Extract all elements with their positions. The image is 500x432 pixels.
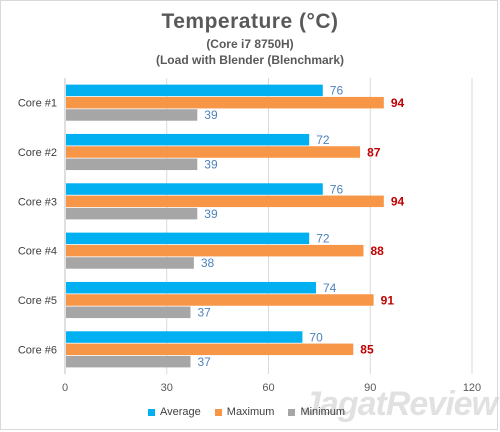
- legend-swatch: [148, 408, 155, 416]
- bar-minimum: [66, 306, 191, 319]
- bar-minimum: [66, 257, 194, 269]
- bar-minimum: [66, 158, 198, 171]
- bar-maximum: [66, 244, 364, 257]
- bar-maximum: [66, 195, 384, 208]
- bar-average: [66, 232, 310, 245]
- category-label: Core #2: [18, 147, 57, 159]
- bar-average: [66, 133, 310, 146]
- legend-item-average: Average: [148, 406, 201, 418]
- data-label: 85: [360, 343, 374, 357]
- chart-subtitle-cpu: (Core i7 8750H): [206, 37, 294, 51]
- chart-subtitle-load: (Load with Blender (Blenchmark): [155, 53, 345, 67]
- data-label: 94: [391, 96, 405, 110]
- x-tick-label: 30: [161, 382, 173, 394]
- data-label: 38: [201, 256, 215, 270]
- bar-maximum: [66, 146, 361, 158]
- legend: Average Maximum Minimum: [148, 406, 345, 418]
- data-label: 94: [391, 195, 405, 209]
- data-label: 76: [330, 182, 344, 196]
- category-label: Core #4: [18, 246, 57, 258]
- data-label: 72: [316, 232, 330, 246]
- data-label: 39: [204, 158, 218, 172]
- chart-title: Temperature (°C): [161, 10, 339, 33]
- legend-swatch: [214, 408, 222, 416]
- data-label: 88: [370, 244, 384, 258]
- legend-label: Minimum: [300, 406, 346, 418]
- bar-average: [66, 84, 323, 97]
- bar-average: [66, 281, 316, 294]
- x-tick-label: 60: [262, 382, 274, 394]
- data-label: 72: [316, 133, 330, 147]
- bar-minimum: [66, 207, 198, 220]
- data-label: 76: [330, 84, 344, 98]
- watermark-logo: JagatReview: [302, 385, 498, 423]
- x-tick-label: 0: [62, 382, 68, 394]
- data-label: 87: [367, 145, 381, 159]
- bar-maximum: [66, 96, 384, 109]
- legend-label: Maximum: [226, 406, 275, 418]
- data-label: 39: [204, 207, 218, 221]
- data-label: 91: [381, 293, 395, 307]
- x-tick-label: 120: [463, 382, 481, 394]
- bar-minimum: [66, 109, 198, 121]
- bar-maximum: [66, 343, 354, 356]
- legend-item-minimum: Minimum: [288, 406, 345, 418]
- data-label: 37: [197, 306, 211, 320]
- category-label: Core #1: [18, 98, 57, 110]
- bar-average: [66, 331, 303, 343]
- bar-minimum: [66, 355, 191, 368]
- x-tick-label: 90: [364, 382, 376, 394]
- legend-item-maximum: Maximum: [214, 406, 275, 418]
- data-label: 70: [309, 330, 323, 344]
- category-label: Core #3: [18, 196, 57, 208]
- data-label: 39: [204, 108, 218, 122]
- legend-label: Average: [160, 406, 201, 418]
- data-label: 74: [323, 281, 337, 295]
- legend-swatch: [288, 408, 296, 416]
- category-label: Core #5: [18, 295, 57, 307]
- bar-average: [66, 183, 323, 195]
- category-label: Core #6: [18, 344, 57, 356]
- data-label: 37: [197, 355, 211, 369]
- bar-maximum: [66, 294, 374, 306]
